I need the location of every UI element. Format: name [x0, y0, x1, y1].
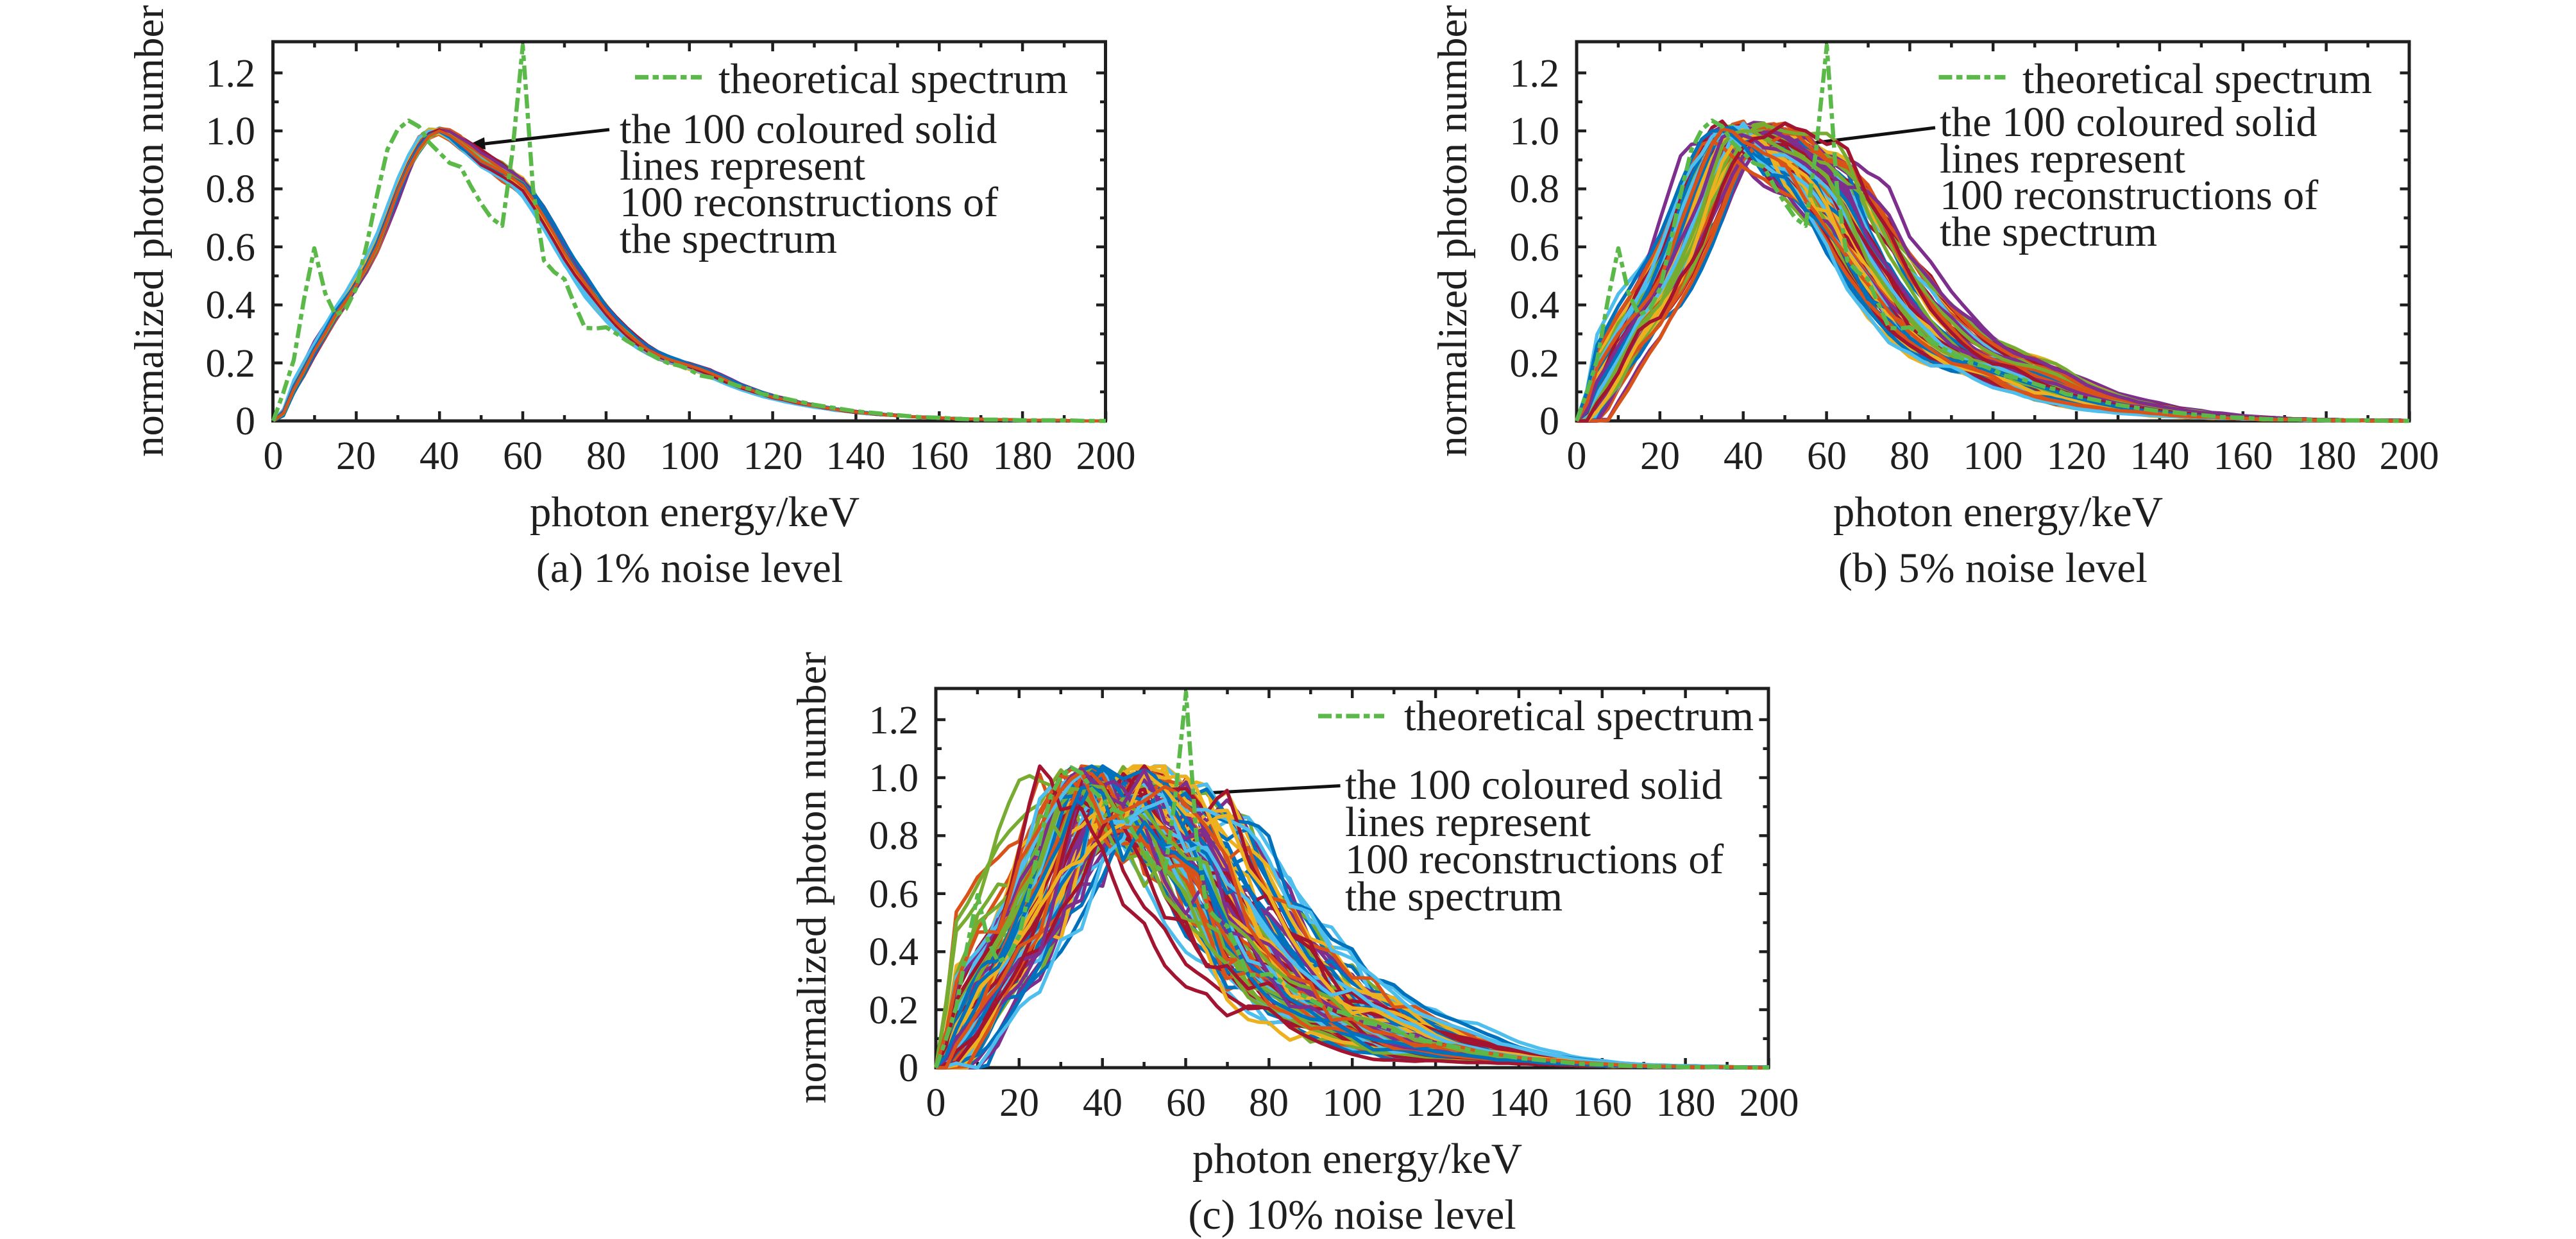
svg-text:80: 80	[1249, 1081, 1289, 1125]
svg-text:180: 180	[993, 434, 1053, 478]
svg-text:0.4: 0.4	[1510, 284, 1560, 327]
svg-text:normalized photon number: normalized photon number	[1430, 5, 1476, 457]
svg-text:80: 80	[1890, 434, 1929, 478]
svg-text:1.2: 1.2	[869, 699, 919, 742]
svg-text:the spectrum: the spectrum	[1345, 873, 1563, 920]
svg-text:160: 160	[1573, 1081, 1632, 1125]
svg-text:0: 0	[1539, 400, 1559, 443]
svg-text:200: 200	[1076, 434, 1136, 478]
svg-text:120: 120	[743, 434, 803, 478]
svg-text:40: 40	[1724, 434, 1763, 478]
svg-text:theoretical spectrum: theoretical spectrum	[718, 55, 1068, 103]
svg-text:140: 140	[1489, 1081, 1549, 1125]
svg-text:100 reconstructions of: 100 reconstructions of	[1940, 172, 2318, 219]
svg-text:1.0: 1.0	[1510, 110, 1560, 153]
svg-text:40: 40	[419, 434, 459, 478]
svg-text:photon energy/keV: photon energy/keV	[1833, 488, 2163, 536]
svg-text:the 100 coloured solid: the 100 coloured solid	[1940, 99, 2317, 146]
svg-text:0.8: 0.8	[1510, 167, 1560, 211]
svg-text:100 reconstructions of: 100 reconstructions of	[1345, 836, 1724, 883]
svg-text:0.8: 0.8	[206, 167, 256, 211]
svg-text:200: 200	[2380, 434, 2439, 478]
svg-text:0: 0	[264, 434, 284, 478]
svg-text:theoretical spectrum: theoretical spectrum	[1404, 692, 1754, 740]
svg-text:120: 120	[1406, 1081, 1466, 1125]
svg-text:60: 60	[1166, 1081, 1206, 1125]
svg-text:180: 180	[1656, 1081, 1716, 1125]
svg-text:20: 20	[1640, 434, 1680, 478]
svg-text:0.2: 0.2	[206, 342, 256, 386]
svg-text:theoretical spectrum: theoretical spectrum	[2022, 55, 2372, 103]
svg-text:0.8: 0.8	[869, 814, 919, 858]
svg-text:160: 160	[910, 434, 969, 478]
svg-text:120: 120	[2047, 434, 2106, 478]
svg-text:100: 100	[1963, 434, 2023, 478]
svg-text:60: 60	[1807, 434, 1847, 478]
svg-text:0.4: 0.4	[206, 284, 256, 327]
svg-text:0: 0	[899, 1047, 919, 1090]
svg-text:lines represent: lines represent	[620, 142, 865, 189]
svg-text:0.2: 0.2	[1510, 342, 1560, 386]
svg-text:the spectrum: the spectrum	[620, 216, 837, 262]
svg-text:0: 0	[235, 400, 255, 443]
svg-text:180: 180	[2297, 434, 2357, 478]
svg-text:160: 160	[2214, 434, 2273, 478]
svg-text:0.2: 0.2	[869, 989, 919, 1032]
svg-text:40: 40	[1083, 1081, 1123, 1125]
svg-text:the 100 coloured solid: the 100 coloured solid	[1345, 762, 1722, 808]
svg-text:1.2: 1.2	[206, 52, 256, 96]
svg-text:20: 20	[999, 1081, 1039, 1125]
svg-text:(b) 5% noise level: (b) 5% noise level	[1838, 545, 2148, 592]
svg-text:the spectrum: the spectrum	[1940, 209, 2157, 255]
svg-text:80: 80	[586, 434, 626, 478]
svg-text:0.6: 0.6	[206, 226, 256, 269]
svg-text:140: 140	[826, 434, 886, 478]
svg-text:lines represent: lines represent	[1940, 135, 2185, 182]
svg-text:lines represent: lines represent	[1345, 799, 1591, 846]
svg-text:0: 0	[1567, 434, 1587, 478]
svg-text:20: 20	[336, 434, 376, 478]
svg-text:1.0: 1.0	[869, 756, 919, 800]
svg-text:0.4: 0.4	[869, 930, 919, 974]
svg-text:1.0: 1.0	[206, 110, 256, 153]
svg-text:0.6: 0.6	[1510, 226, 1560, 269]
svg-text:(c) 10% noise level: (c) 10% noise level	[1188, 1192, 1516, 1238]
svg-text:100: 100	[1323, 1081, 1382, 1125]
svg-text:photon energy/keV: photon energy/keV	[530, 488, 860, 536]
svg-text:normalized photon number: normalized photon number	[126, 5, 173, 457]
svg-text:1.2: 1.2	[1510, 52, 1560, 96]
svg-text:normalized photon number: normalized photon number	[789, 652, 835, 1104]
svg-text:0.6: 0.6	[869, 873, 919, 916]
svg-text:200: 200	[1740, 1081, 1799, 1125]
svg-text:photon energy/keV: photon energy/keV	[1192, 1135, 1522, 1183]
svg-text:60: 60	[503, 434, 543, 478]
svg-text:(a) 1% noise level: (a) 1% noise level	[536, 545, 843, 592]
svg-text:the 100 coloured solid: the 100 coloured solid	[620, 106, 997, 153]
svg-text:0: 0	[926, 1081, 946, 1125]
svg-text:100 reconstructions of: 100 reconstructions of	[620, 179, 998, 226]
svg-text:140: 140	[2130, 434, 2190, 478]
svg-text:100: 100	[660, 434, 720, 478]
